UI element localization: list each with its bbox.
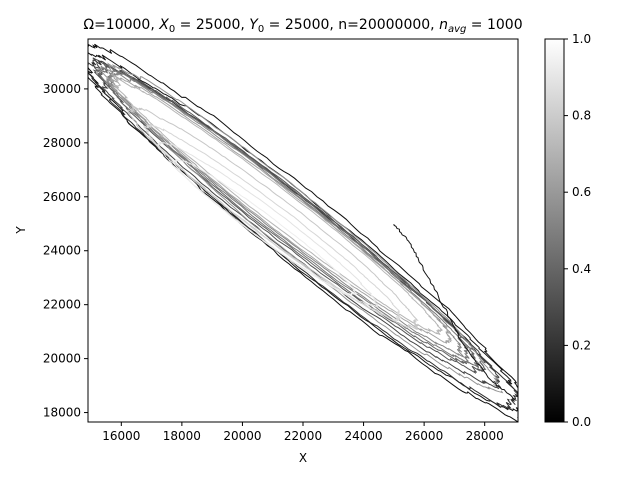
colorbar-gradient: [544, 38, 565, 423]
trajectory-loop-10: [114, 76, 443, 335]
x-tick-label: 16000: [102, 429, 140, 443]
trajectory-loop-8: [98, 62, 504, 394]
y-tick-label: 30000: [43, 82, 81, 96]
colorbar: 0.0 0.2 0.4 0.6 0.8 1.0: [544, 32, 591, 429]
y-axis: 18000 20000 22000 24000 26000 28000 30000: [43, 82, 88, 420]
y-tick-label: 26000: [43, 190, 81, 204]
trajectory-outer-loop: [88, 43, 518, 422]
colorbar-tick-label: 0.8: [572, 109, 591, 123]
colorbar-tick-label: 0.4: [572, 262, 591, 276]
x-tick-label: 26000: [405, 429, 443, 443]
x-axis-label: X: [299, 451, 307, 465]
y-tick-label: 18000: [43, 406, 81, 420]
y-tick-label: 20000: [43, 352, 81, 366]
colorbar-tick-label: 1.0: [572, 32, 591, 46]
x-tick-label: 24000: [344, 429, 382, 443]
x-tick-label: 18000: [163, 429, 201, 443]
y-tick-label: 22000: [43, 298, 81, 312]
trajectory-tail: [393, 223, 517, 401]
x-tick-label: 20000: [223, 429, 261, 443]
colorbar-ticks: 0.0 0.2 0.4 0.6 0.8 1.0: [564, 32, 591, 429]
y-tick-label: 28000: [43, 136, 81, 150]
colorbar-tick-label: 0.2: [572, 338, 591, 352]
trajectory-loop-9: [109, 73, 453, 344]
y-tick-label: 24000: [43, 244, 81, 258]
trajectory-loop-14: [170, 158, 358, 296]
y-axis-label: Y: [14, 226, 28, 235]
chart-title: Ω=10000, X0 = 25000, Y0 = 25000, n=20000…: [83, 17, 522, 35]
colorbar-tick-label: 0.6: [572, 185, 591, 199]
x-tick-label: 28000: [466, 429, 504, 443]
x-axis: 16000 18000 20000 22000 24000 26000 28000: [102, 422, 504, 443]
trajectory-loop-12: [143, 123, 402, 322]
trajectory-loop-1: [88, 52, 518, 412]
trajectory-loop-11: [126, 104, 419, 331]
x-tick-label: 22000: [284, 429, 322, 443]
colorbar-tick-label: 0.0: [572, 415, 591, 429]
series-trajectory: [88, 43, 518, 422]
